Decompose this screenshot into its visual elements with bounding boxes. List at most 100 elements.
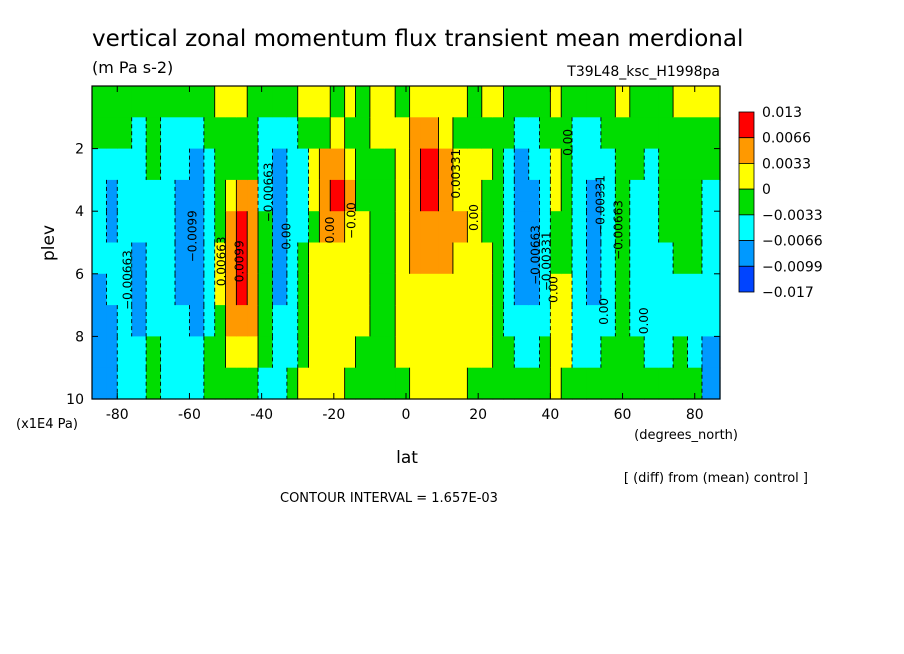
- heatmap-cell: [355, 86, 371, 118]
- heatmap-cell: [492, 367, 505, 400]
- heatmap-cell: [355, 179, 371, 212]
- heatmap-cell: [420, 148, 440, 181]
- heatmap-cell: [330, 305, 346, 337]
- heatmap-cell: [701, 367, 721, 400]
- heatmap-cell: [297, 179, 310, 212]
- heatmap-cell: [409, 148, 422, 181]
- heatmap-cell: [344, 273, 357, 306]
- diff-note: [ (diff) from (mean) control ]: [624, 471, 808, 486]
- heatmap-cell: [467, 179, 483, 212]
- heatmap-cell: [330, 242, 346, 275]
- heatmap-cell: [160, 273, 176, 306]
- heatmap-cell: [481, 148, 494, 181]
- heatmap-cell: [687, 179, 703, 212]
- heatmap-cell: [629, 305, 645, 337]
- heatmap-cell: [687, 148, 703, 181]
- heatmap-cell: [319, 305, 331, 337]
- heatmap-cell: [395, 179, 411, 212]
- heatmap-cell: [106, 305, 118, 337]
- heatmap-cell: [258, 179, 274, 212]
- heatmap-cell: [355, 211, 371, 244]
- heatmap-cell: [384, 211, 396, 244]
- heatmap-cell: [384, 336, 396, 369]
- x-axis: -80 -60 -40 -20 0 20 40 60 80: [106, 86, 704, 423]
- heatmap-cell: [214, 336, 227, 369]
- heatmap-cell: [117, 211, 133, 244]
- heatmap-cell: [481, 305, 494, 337]
- heatmap-cell: [528, 242, 541, 275]
- heatmap-cell: [286, 148, 299, 181]
- heatmap-cell: [258, 86, 274, 118]
- heatmap-cell: [308, 148, 320, 181]
- x-tick-label: 60: [614, 407, 632, 423]
- heatmap-cell: [330, 336, 346, 369]
- heatmap-cell: [629, 336, 645, 369]
- heatmap-cell: [572, 305, 588, 337]
- heatmap-cell: [236, 242, 248, 275]
- heatmap-cell: [467, 211, 483, 244]
- heatmap-cell: [247, 367, 259, 400]
- colorbar-label: −0.0066: [762, 234, 823, 250]
- heatmap-cell: [492, 305, 505, 337]
- heatmap-cell: [452, 117, 468, 150]
- x-tick-label: -60: [178, 407, 201, 423]
- heatmap-cell: [258, 211, 274, 244]
- heatmap-cell: [481, 86, 494, 118]
- heatmap-cell: [528, 117, 541, 150]
- y-axis-unit: (x1E4 Pa): [16, 417, 78, 432]
- heatmap-cell: [550, 305, 562, 337]
- x-tick-label: 80: [686, 407, 704, 423]
- heatmap-cell: [384, 242, 396, 275]
- heatmap-cell: [600, 86, 616, 118]
- heatmap-cell: [503, 148, 515, 181]
- heatmap-cell: [344, 305, 357, 337]
- heatmap-cell: [92, 336, 108, 369]
- heatmap-cell: [117, 179, 133, 212]
- heatmap-cell: [561, 179, 573, 212]
- heatmap-cell: [420, 336, 440, 369]
- heatmap-cell: [236, 211, 248, 244]
- heatmap-cell: [175, 336, 191, 369]
- heatmap-cell: [561, 211, 573, 244]
- heatmap-cell: [344, 86, 357, 118]
- y-tick-label: 2: [75, 142, 84, 158]
- heatmap-cell: [481, 273, 494, 306]
- heatmap-cell: [503, 211, 515, 244]
- heatmap-cell: [330, 211, 346, 244]
- contour-label: 0.0099: [233, 240, 247, 282]
- heatmap-cell: [308, 211, 320, 244]
- heatmap-cell: [297, 117, 310, 150]
- heatmap-cell: [297, 86, 310, 118]
- heatmap-cell: [528, 179, 541, 212]
- heatmap-cell: [644, 305, 660, 337]
- colorbar-swatch: [738, 137, 755, 164]
- heatmap-cell: [319, 179, 331, 212]
- heatmap-cell: [286, 179, 299, 212]
- heatmap-cell: [561, 242, 573, 275]
- heatmap-cell: [286, 336, 299, 369]
- heatmap-cell: [319, 148, 331, 181]
- heatmap-cell: [203, 367, 216, 400]
- heatmap-cell: [586, 117, 602, 150]
- heatmap-cell: [539, 86, 551, 118]
- heatmap-cell: [308, 179, 320, 212]
- heatmap-cell: [550, 336, 562, 369]
- heatmap-cell: [572, 273, 588, 306]
- contour-label: −0.00331: [594, 175, 608, 235]
- heatmap-cell: [189, 211, 205, 244]
- heatmap-cell: [409, 86, 422, 118]
- heatmap-cell: [539, 273, 551, 306]
- heatmap-cell: [384, 148, 396, 181]
- heatmap-cell: [420, 273, 440, 306]
- heatmap-cell: [701, 86, 721, 118]
- heatmap-cell: [644, 336, 660, 369]
- heatmap-cell: [236, 336, 248, 369]
- heatmap-cell: [131, 86, 147, 118]
- heatmap-cell: [467, 86, 483, 118]
- heatmap-cell: [297, 242, 310, 275]
- heatmap-cell: [236, 305, 248, 337]
- heatmap-cell: [586, 148, 602, 181]
- heatmap-cell: [673, 305, 689, 337]
- heatmap-cell: [384, 305, 396, 337]
- heatmap-cell: [214, 148, 227, 181]
